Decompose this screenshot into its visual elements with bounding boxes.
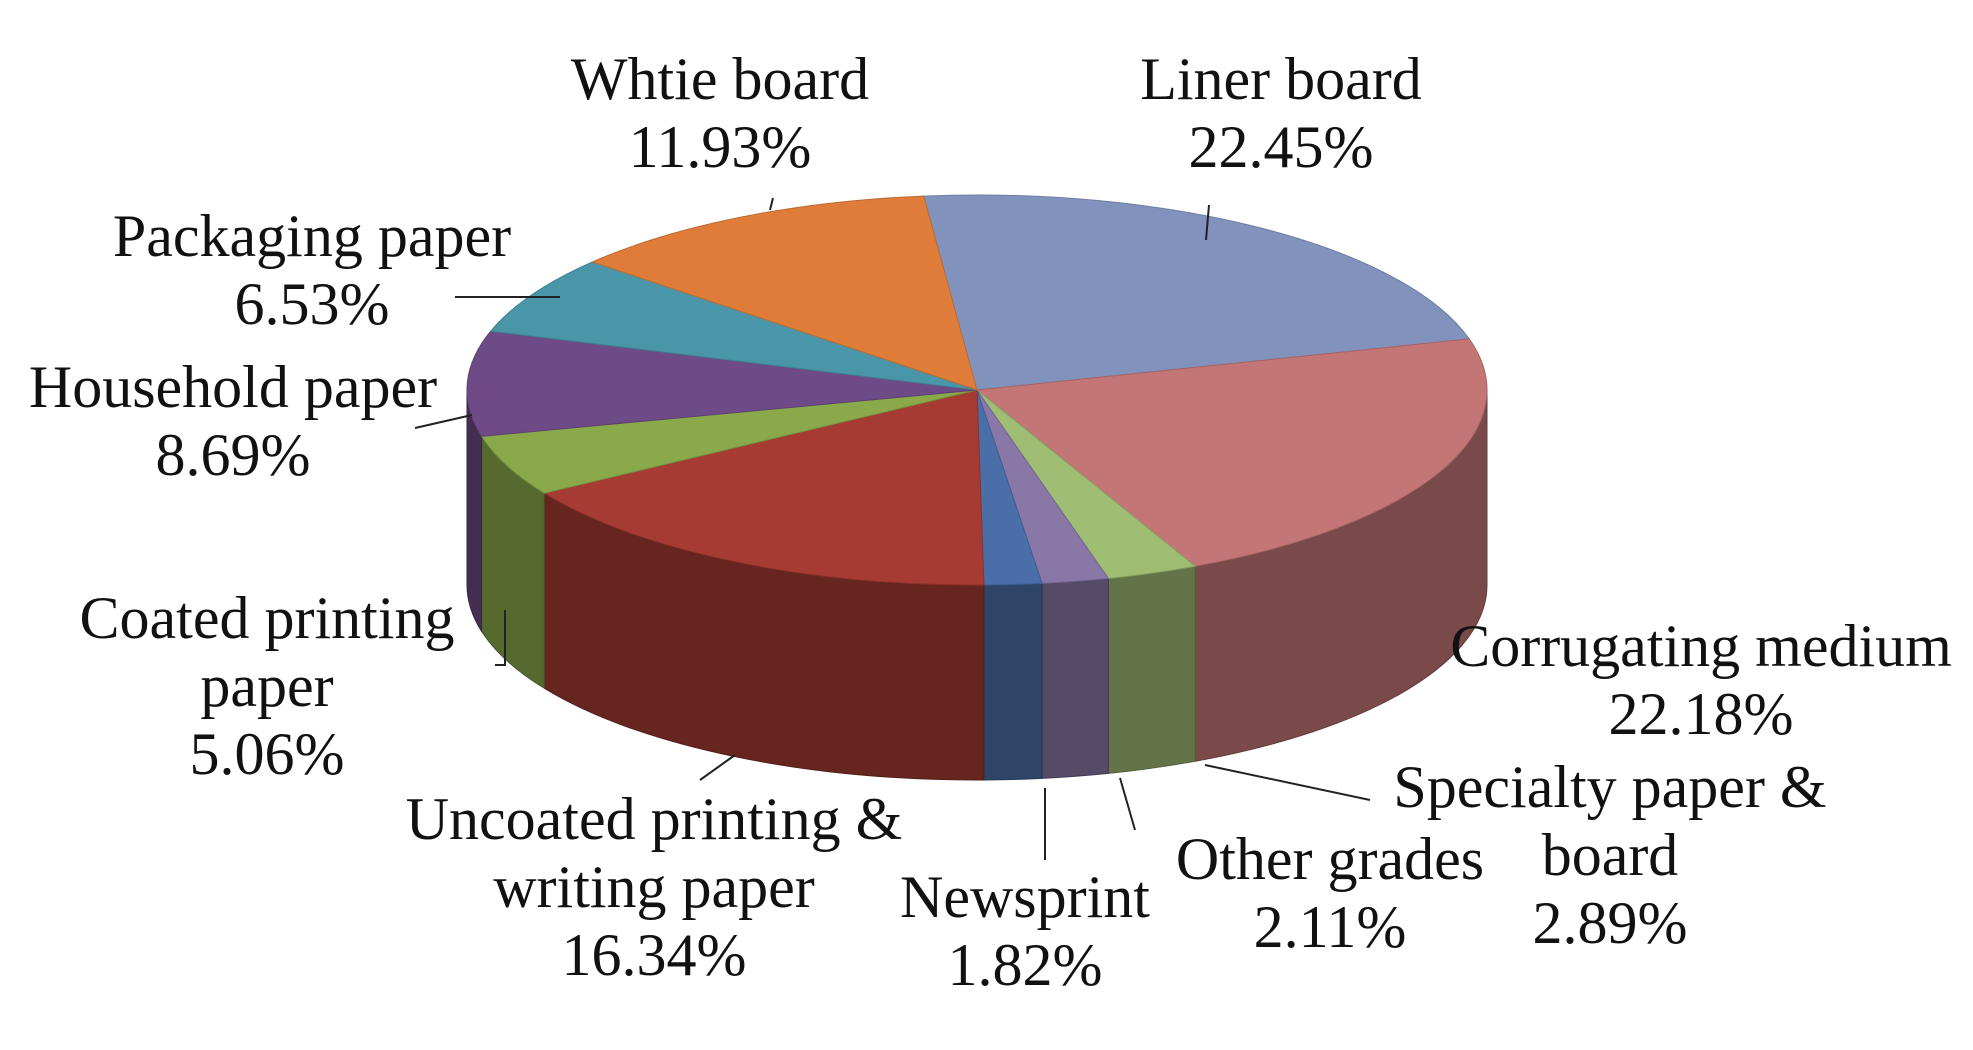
leader-line	[769, 197, 774, 211]
slice-side	[1041, 577, 1109, 779]
leader-line	[414, 414, 473, 429]
value-label: 5.06%	[189, 721, 345, 787]
slice-side	[1107, 565, 1196, 774]
value-label: 11.93%	[628, 114, 812, 180]
category-label: Specialty paper & board	[1393, 754, 1827, 888]
slice-side	[983, 582, 1043, 781]
slice-label: Coated printing paper 5.06%	[57, 584, 477, 788]
slice	[975, 338, 1488, 567]
category-label: Whtie board	[570, 46, 870, 112]
leader-line	[1204, 764, 1371, 801]
category-label: Household paper	[28, 354, 438, 420]
leader-line	[1119, 777, 1136, 831]
value-label: 6.53%	[234, 271, 390, 337]
category-label: Liner board	[1140, 46, 1422, 112]
leader-line	[699, 754, 736, 781]
category-label: Corrugating medium	[1450, 613, 1952, 679]
value-label: 2.11%	[1253, 894, 1407, 960]
value-label: 22.18%	[1608, 681, 1794, 747]
category-label: Coated printing paper	[79, 585, 455, 719]
slice	[480, 389, 978, 494]
slice	[466, 330, 978, 437]
slice-label: Newsprint 1.82%	[865, 863, 1185, 999]
slice-label: Uncoated printing & writing paper 16.34%	[374, 785, 934, 989]
slice	[489, 261, 978, 391]
value-label: 1.82%	[947, 932, 1103, 998]
value-label: 2.89%	[1532, 890, 1688, 956]
slice-label: Whtie board 11.93%	[520, 45, 920, 181]
slice-label: Specialty paper & board 2.89%	[1360, 753, 1860, 957]
category-label: Packaging paper	[112, 203, 512, 269]
slice-label: Packaging paper 6.53%	[72, 202, 552, 338]
slice-label: Household paper 8.69%	[0, 353, 473, 489]
slice-label: Corrugating medium 22.18%	[1421, 612, 1973, 748]
category-label: Newsprint	[900, 864, 1150, 930]
slice-label: Liner board 22.45%	[1081, 45, 1481, 181]
slice	[923, 194, 1471, 391]
category-label: Uncoated printing & writing paper	[405, 786, 903, 920]
slice	[542, 389, 985, 586]
value-label: 16.34%	[561, 922, 747, 988]
leader-line	[495, 610, 506, 666]
slice	[591, 195, 978, 391]
category-label: Other grades	[1175, 826, 1485, 892]
value-label: 22.45%	[1188, 114, 1374, 180]
value-label: 8.69%	[155, 422, 311, 488]
slice-label: Other grades 2.11%	[1130, 825, 1530, 961]
leader-line	[1205, 204, 1210, 241]
